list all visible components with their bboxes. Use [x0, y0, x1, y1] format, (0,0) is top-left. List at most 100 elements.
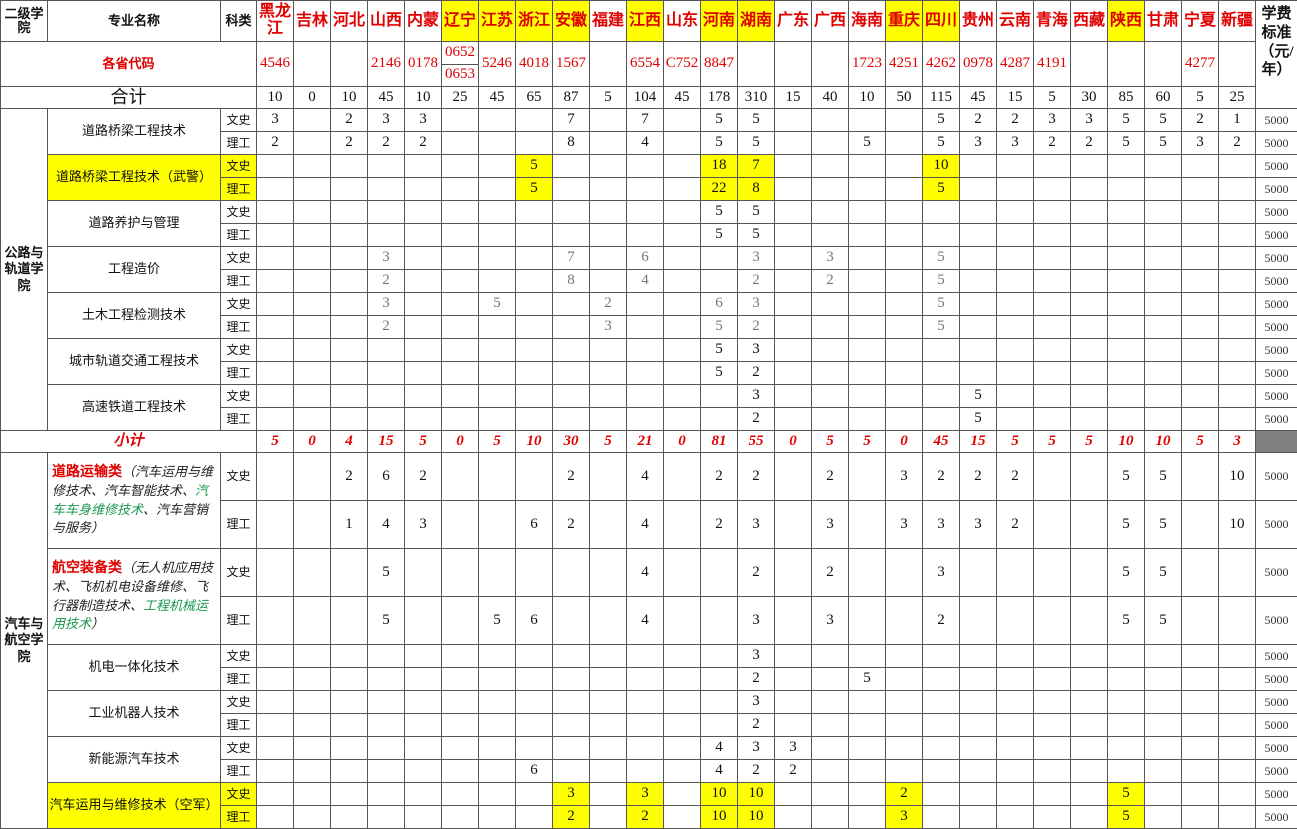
fee-cell[interactable]: 5000	[1256, 760, 1297, 783]
quota-江西[interactable]: 4	[627, 270, 664, 293]
quota-江苏[interactable]	[479, 806, 516, 829]
province-code-吉林[interactable]	[294, 42, 331, 87]
quota-河南[interactable]: 2	[701, 453, 738, 501]
province-code-重庆[interactable]: 4251	[886, 42, 923, 87]
quota-山西[interactable]	[368, 408, 405, 431]
quota-广东[interactable]	[775, 362, 812, 385]
quota-贵州[interactable]	[960, 714, 997, 737]
quota-海南[interactable]	[849, 247, 886, 270]
quota-青海[interactable]	[1034, 270, 1071, 293]
quota-吉林[interactable]	[294, 155, 331, 178]
quota-广东[interactable]	[775, 247, 812, 270]
province-header-江苏[interactable]: 江苏	[479, 1, 516, 42]
quota-浙江[interactable]	[516, 109, 553, 132]
quota-云南[interactable]	[997, 224, 1034, 247]
quota-陕西[interactable]	[1108, 224, 1145, 247]
quota-山西[interactable]	[368, 362, 405, 385]
quota-河北[interactable]	[331, 597, 368, 645]
quota-广东[interactable]	[775, 316, 812, 339]
quota-云南[interactable]	[997, 293, 1034, 316]
category-cell[interactable]: 理工	[221, 714, 257, 737]
fee-cell[interactable]: 5000	[1256, 668, 1297, 691]
quota-黑龙江[interactable]	[257, 668, 294, 691]
quota-内蒙[interactable]	[405, 178, 442, 201]
quota-山西[interactable]: 2	[368, 270, 405, 293]
quota-宁夏[interactable]	[1182, 201, 1219, 224]
quota-贵州[interactable]: 2	[960, 109, 997, 132]
quota-黑龙江[interactable]	[257, 270, 294, 293]
quota-福建[interactable]	[590, 501, 627, 549]
category-cell[interactable]: 文史	[221, 385, 257, 408]
total-label[interactable]: 合计	[1, 87, 257, 109]
quota-广西[interactable]	[812, 714, 849, 737]
quota-甘肃[interactable]: 5	[1145, 501, 1182, 549]
quota-广西[interactable]	[812, 316, 849, 339]
quota-河南[interactable]: 10	[701, 783, 738, 806]
quota-河南[interactable]: 6	[701, 293, 738, 316]
quota-贵州[interactable]	[960, 362, 997, 385]
quota-宁夏[interactable]	[1182, 224, 1219, 247]
quota-河北[interactable]	[331, 783, 368, 806]
province-code-甘肃[interactable]	[1145, 42, 1182, 87]
quota-甘肃[interactable]	[1145, 293, 1182, 316]
quota-广东[interactable]	[775, 645, 812, 668]
quota-甘肃[interactable]	[1145, 714, 1182, 737]
quota-江苏[interactable]: 5	[479, 597, 516, 645]
total-山东[interactable]: 45	[664, 87, 701, 109]
quota-云南[interactable]	[997, 339, 1034, 362]
quota-宁夏[interactable]	[1182, 155, 1219, 178]
quota-内蒙[interactable]	[405, 385, 442, 408]
province-header-山东[interactable]: 山东	[664, 1, 701, 42]
quota-山东[interactable]	[664, 201, 701, 224]
quota-河南[interactable]: 2	[701, 501, 738, 549]
category-cell[interactable]: 理工	[221, 597, 257, 645]
province-header-陕西[interactable]: 陕西	[1108, 1, 1145, 42]
quota-海南[interactable]	[849, 178, 886, 201]
quota-重庆[interactable]	[886, 316, 923, 339]
total-辽宁[interactable]: 25	[442, 87, 479, 109]
quota-青海[interactable]: 2	[1034, 132, 1071, 155]
quota-辽宁[interactable]	[442, 645, 479, 668]
quota-宁夏[interactable]	[1182, 691, 1219, 714]
quota-甘肃[interactable]	[1145, 339, 1182, 362]
quota-福建[interactable]	[590, 339, 627, 362]
quota-福建[interactable]	[590, 453, 627, 501]
quota-浙江[interactable]	[516, 247, 553, 270]
quota-山西[interactable]: 2	[368, 132, 405, 155]
quota-西藏[interactable]	[1071, 783, 1108, 806]
quota-安徽[interactable]	[553, 224, 590, 247]
quota-重庆[interactable]	[886, 737, 923, 760]
quota-云南[interactable]	[997, 549, 1034, 597]
quota-辽宁[interactable]	[442, 385, 479, 408]
quota-陕西[interactable]	[1108, 155, 1145, 178]
quota-陕西[interactable]	[1108, 691, 1145, 714]
fee-cell[interactable]: 5000	[1256, 339, 1297, 362]
quota-河北[interactable]	[331, 408, 368, 431]
quota-广东[interactable]	[775, 201, 812, 224]
major-name[interactable]: 高速铁道工程技术	[48, 385, 221, 431]
quota-重庆[interactable]: 2	[886, 783, 923, 806]
province-code-新疆[interactable]	[1219, 42, 1256, 87]
quota-江苏[interactable]	[479, 668, 516, 691]
quota-辽宁[interactable]	[442, 737, 479, 760]
quota-河北[interactable]	[331, 549, 368, 597]
quota-湖南[interactable]: 3	[738, 385, 775, 408]
quota-江西[interactable]: 4	[627, 132, 664, 155]
quota-海南[interactable]: 5	[849, 668, 886, 691]
total-西藏[interactable]: 30	[1071, 87, 1108, 109]
quota-山东[interactable]	[664, 385, 701, 408]
quota-浙江[interactable]	[516, 737, 553, 760]
quota-海南[interactable]	[849, 408, 886, 431]
quota-福建[interactable]	[590, 668, 627, 691]
quota-重庆[interactable]	[886, 385, 923, 408]
quota-新疆[interactable]	[1219, 293, 1256, 316]
province-header-甘肃[interactable]: 甘肃	[1145, 1, 1182, 42]
quota-湖南[interactable]: 2	[738, 760, 775, 783]
quota-江西[interactable]	[627, 668, 664, 691]
quota-吉林[interactable]	[294, 691, 331, 714]
quota-福建[interactable]	[590, 270, 627, 293]
quota-广东[interactable]	[775, 109, 812, 132]
quota-云南[interactable]	[997, 155, 1034, 178]
quota-西藏[interactable]: 2	[1071, 132, 1108, 155]
quota-青海[interactable]	[1034, 691, 1071, 714]
